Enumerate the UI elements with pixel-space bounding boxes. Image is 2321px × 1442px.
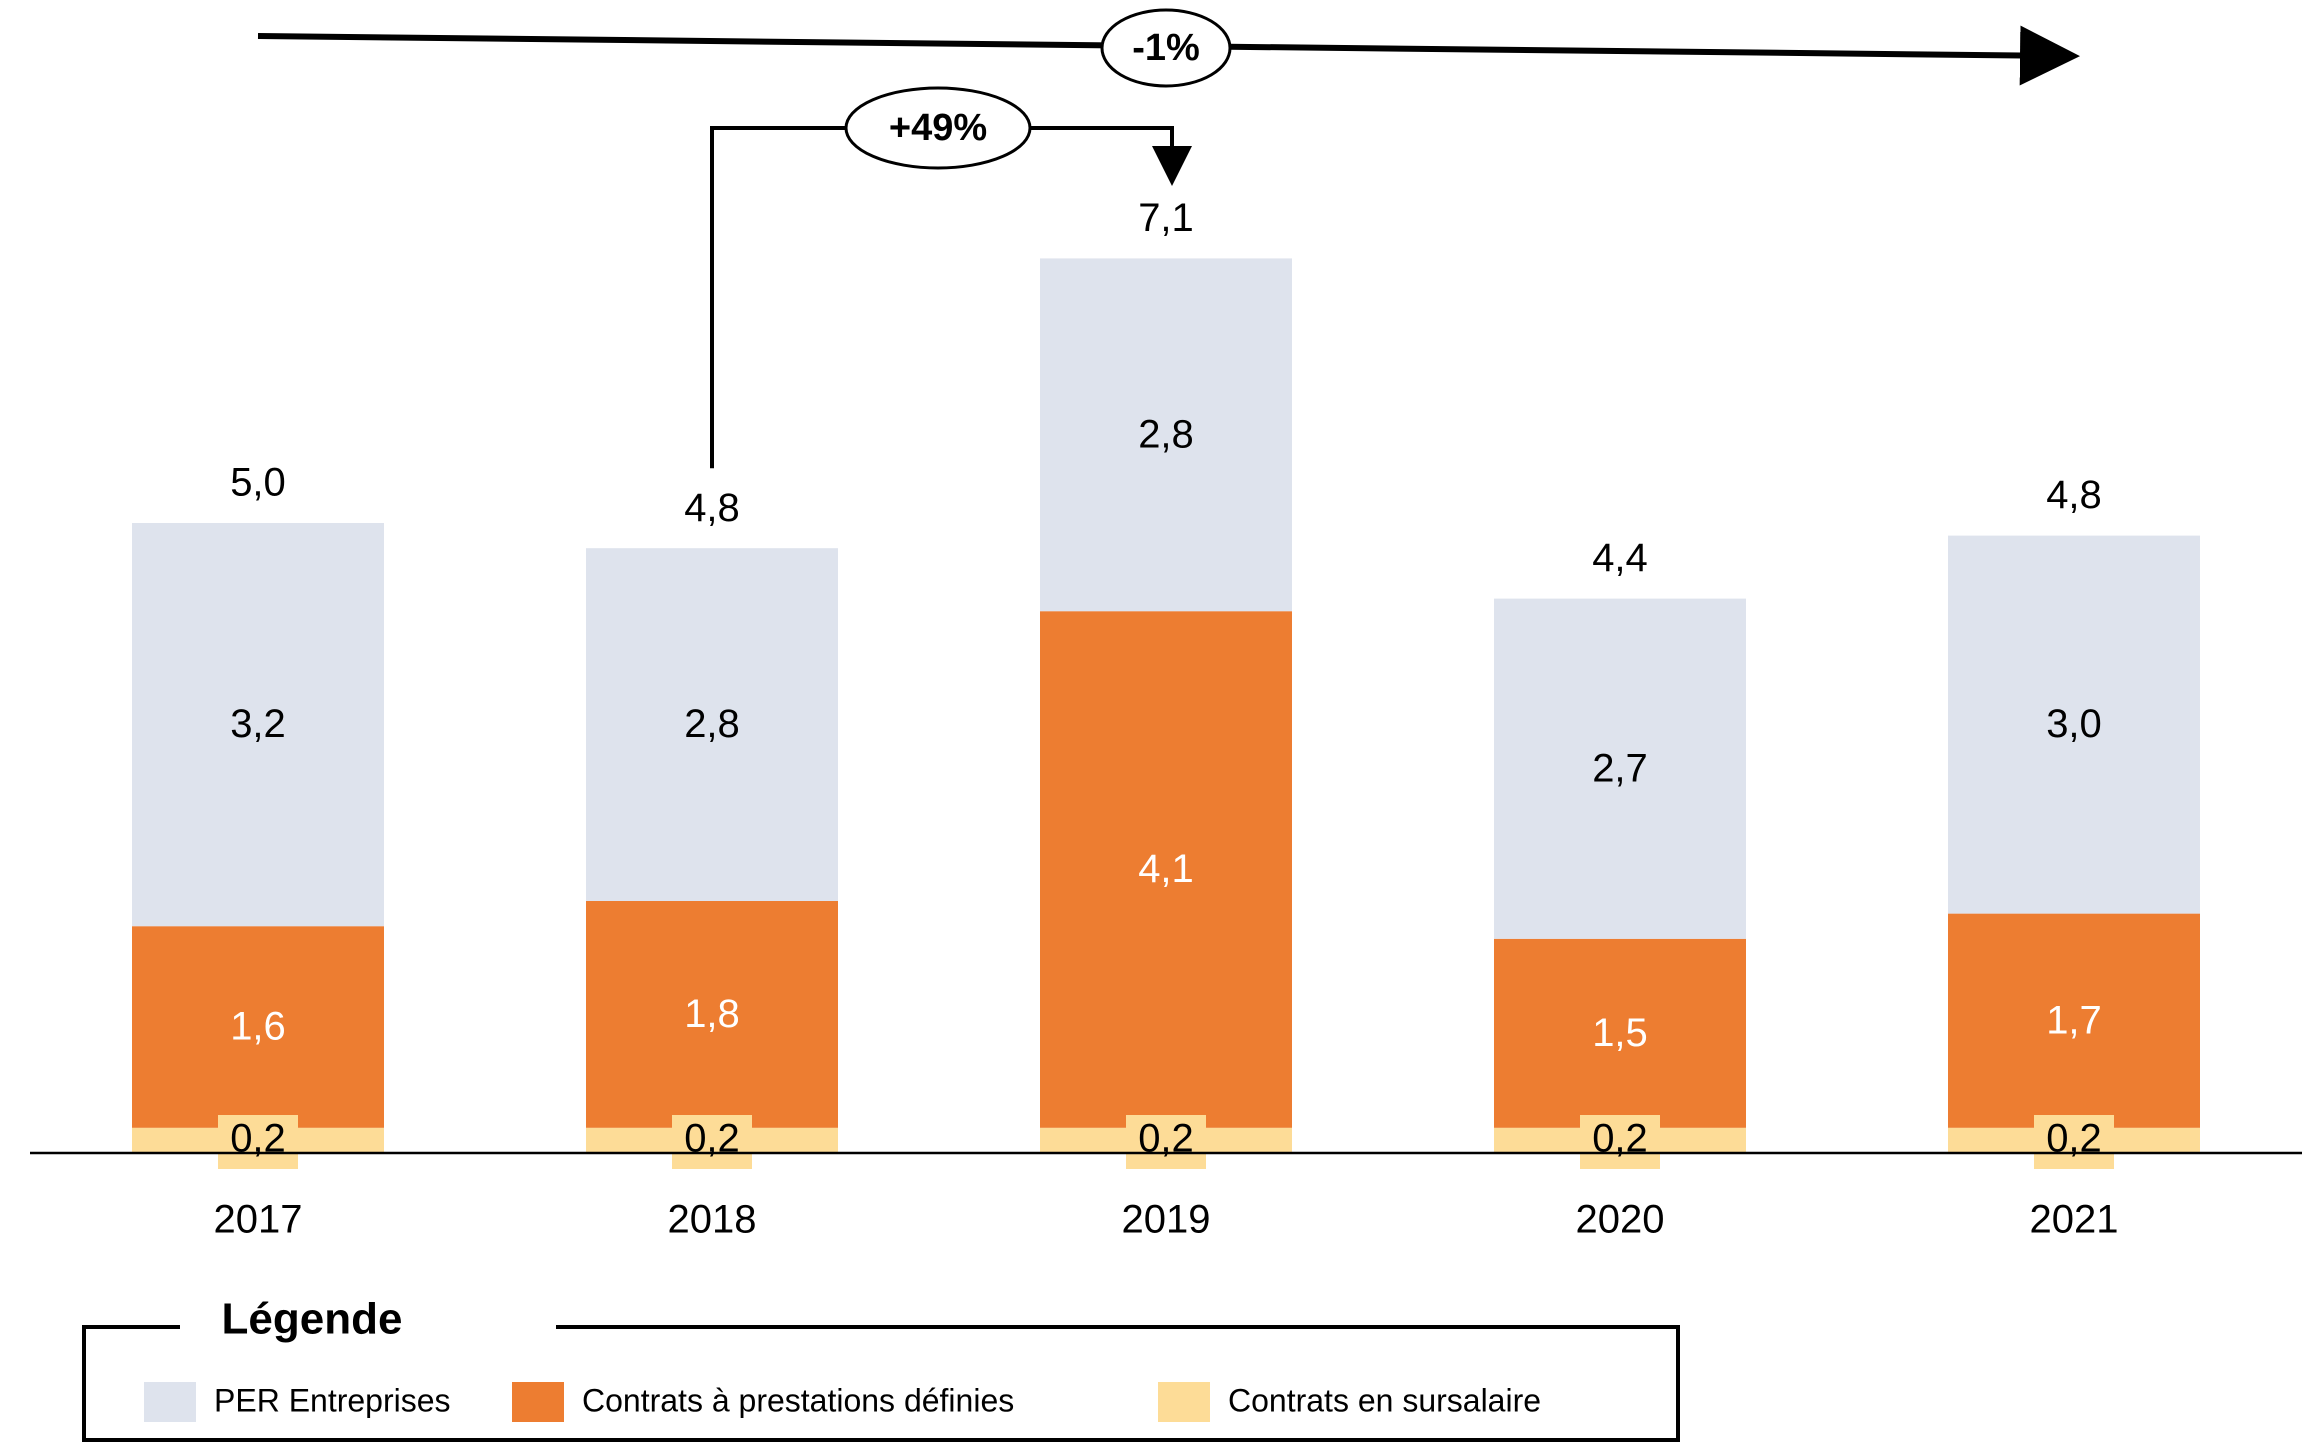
annotations-layer: -1% +49% [257, 8, 2080, 469]
data-label-2020-2: 2,7 [1592, 746, 1648, 790]
total-label-2019: 7,1 [1138, 196, 1194, 240]
x-tick-label-2019: 2019 [1122, 1198, 1211, 1242]
legend: Légende PER Entreprises Contrats à prestat… [82, 1295, 1680, 1442]
trend-bubble [1100, 8, 1232, 88]
bars-layer: 0,2 0,2 0,2 0,2 0,21,6 1,84,11,5 1,73,2 2,82,82… [132, 196, 2200, 1169]
data-label-2017-2: 3,2 [230, 702, 286, 746]
bar-segment-2017-2 [132, 523, 384, 927]
total-label-2017: 5,0 [230, 461, 286, 505]
x-axis-labels: 2017 2018 2019 2020 2021 [214, 1198, 2119, 1242]
growth-label: +49% [889, 107, 987, 149]
data-label-2020-1: 1,5 [1592, 1011, 1648, 1055]
legend-swatch-2 [1158, 1382, 1210, 1422]
data-label-box-2020 [1580, 1115, 1660, 1169]
legend-label-1: Contrats à prestations définies [582, 1382, 1014, 1418]
bar-segment-2021-1 [1948, 913, 2200, 1128]
legend-frame [82, 1325, 1680, 1442]
total-label-2021: 4,8 [2046, 473, 2102, 517]
bar-segment-2021-2 [1948, 535, 2200, 914]
data-label-2021-2: 3,0 [2046, 702, 2102, 746]
total-label-2020: 4,4 [1592, 536, 1648, 580]
legend-swatch-0 [144, 1382, 196, 1422]
data-label-box-2021 [2034, 1115, 2114, 1169]
x-tick-label-2021: 2021 [2030, 1198, 2119, 1242]
data-label-2018-2: 2,8 [684, 702, 740, 746]
data-label-box-2017 [218, 1115, 298, 1169]
data-label-2021-1: 1,7 [2046, 998, 2102, 1042]
data-label-2018-1: 1,8 [684, 992, 740, 1036]
data-label-2019-1: 4,1 [1138, 847, 1194, 891]
data-label-2019-2: 2,8 [1138, 412, 1194, 456]
trend-label: -1% [1132, 27, 1200, 69]
legend-label-0: PER Entreprises [214, 1382, 451, 1418]
x-tick-label-2017: 2017 [214, 1198, 303, 1242]
bar-segment-2018-1 [586, 901, 838, 1128]
x-tick-label-2020: 2020 [1576, 1198, 1665, 1242]
total-label-2018: 4,8 [684, 486, 740, 530]
legend-title: Légende [222, 1295, 403, 1344]
data-label-box-2018 [672, 1115, 752, 1169]
bar-segment-2017-1 [132, 926, 384, 1128]
bar-segment-2020-2 [1494, 598, 1746, 939]
legend-swatch-1 [512, 1382, 564, 1422]
data-label-box-2019 [1126, 1115, 1206, 1169]
bar-segment-2019-1 [1040, 611, 1292, 1128]
bar-segment-2019-2 [1040, 258, 1292, 612]
data-label-2017-1: 1,6 [230, 1005, 286, 1049]
legend-label-2: Contrats en sursalaire [1228, 1382, 1541, 1418]
x-tick-label-2018: 2018 [668, 1198, 757, 1242]
growth-bubble [844, 86, 1032, 170]
bar-segment-2018-2 [586, 548, 838, 901]
bar-segment-2020-1 [1494, 938, 1746, 1128]
